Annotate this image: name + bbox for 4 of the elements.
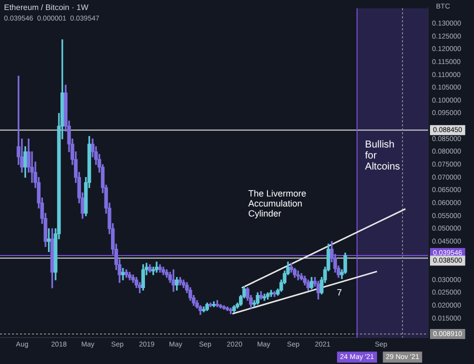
annotation: The Livermore Accumulation Cylinder: [248, 188, 306, 218]
band-label: Bullish for Altcoins: [365, 140, 400, 173]
annotation: 7: [336, 288, 342, 298]
chart-title: Ethereum / Bitcoin · 1W: [4, 3, 89, 12]
